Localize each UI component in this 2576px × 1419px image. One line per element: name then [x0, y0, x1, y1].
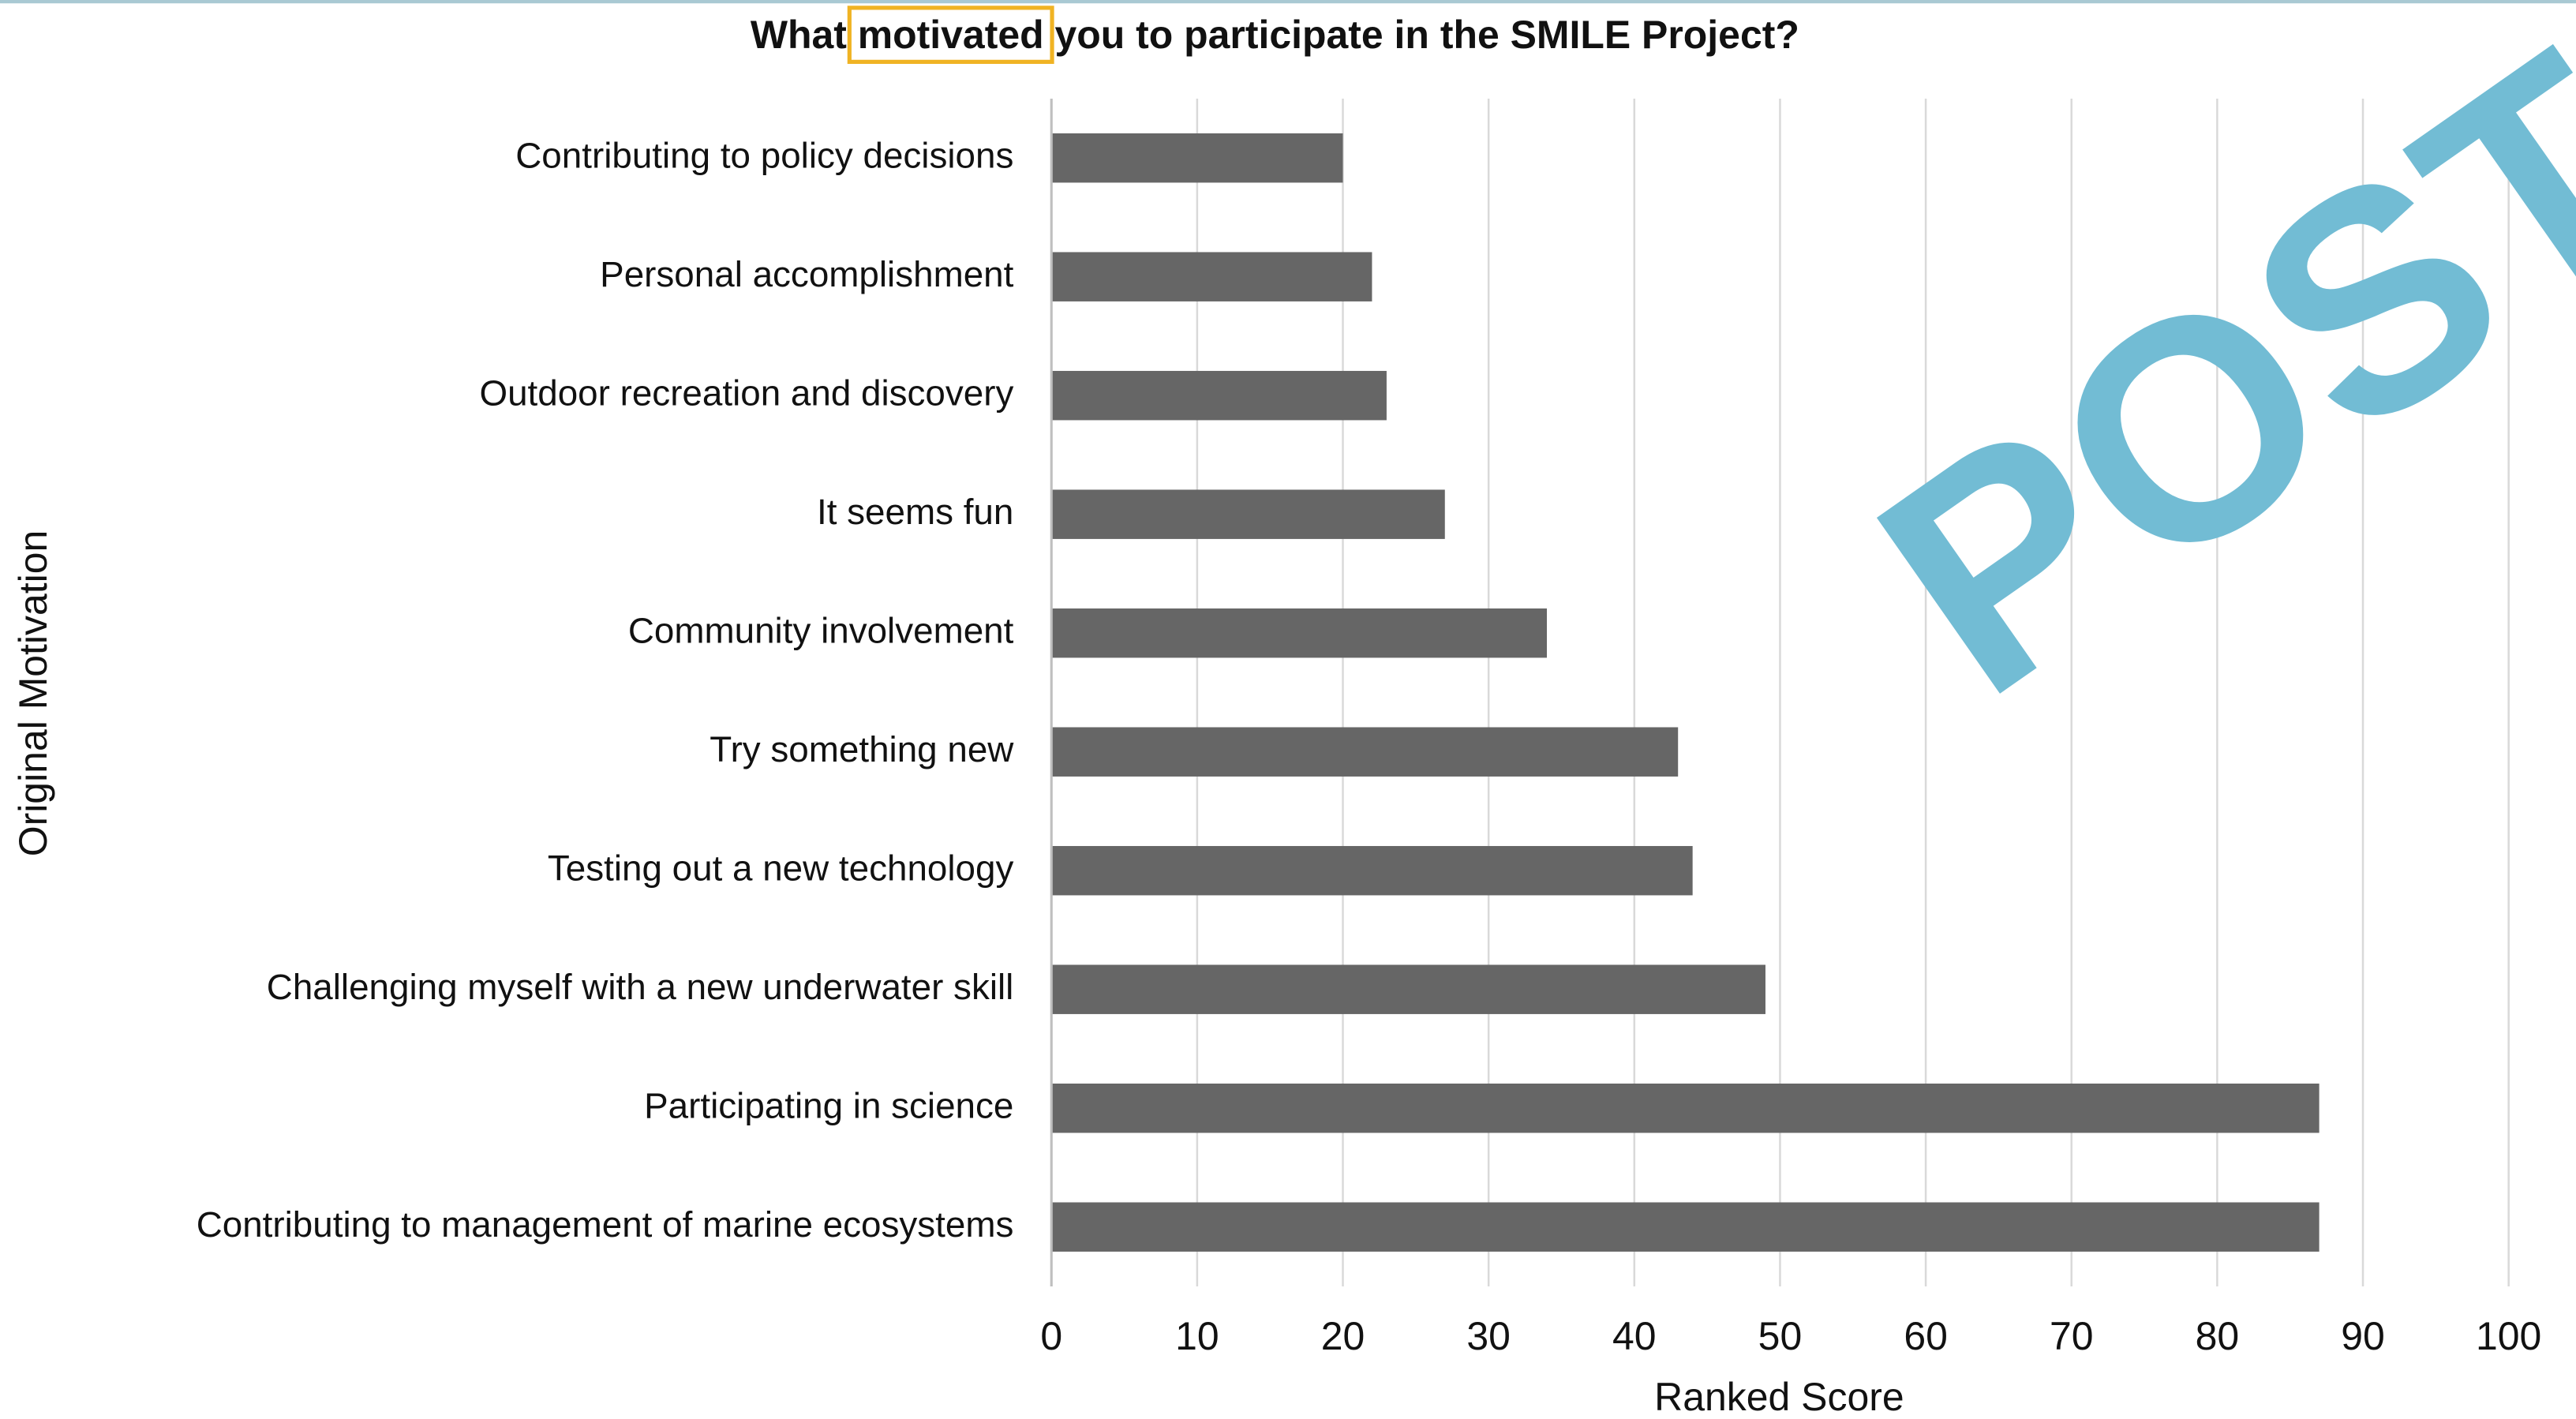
- bar: [1051, 1083, 2320, 1133]
- y-tick-label: Challenging myself with a new underwater…: [267, 967, 1014, 1007]
- x-tick-label: 20: [1321, 1314, 1365, 1358]
- y-axis-label: Original Motivation: [11, 530, 55, 857]
- title-highlight: motivated: [858, 13, 1044, 57]
- x-tick-label: 70: [2050, 1314, 2094, 1358]
- bar: [1051, 252, 1372, 301]
- x-tick-label: 40: [1612, 1314, 1657, 1358]
- title-part: you to participate in the SMILE Project?: [1054, 13, 1799, 57]
- bar: [1051, 964, 1765, 1014]
- chart-title: What motivated you to participate in the…: [751, 13, 1799, 57]
- y-tick-label: Contributing to management of marine eco…: [197, 1204, 1014, 1245]
- bar: [1051, 608, 1548, 658]
- bar: [1051, 1202, 2320, 1252]
- x-tick-label: 50: [1758, 1314, 1803, 1358]
- y-tick-label: Try something new: [710, 729, 1014, 769]
- bar: [1051, 727, 1679, 777]
- y-tick-label: Contributing to policy decisions: [515, 135, 1013, 175]
- bar: [1051, 489, 1445, 539]
- y-tick-label: Outdoor recreation and discovery: [479, 373, 1013, 413]
- title-highlight-box: [847, 6, 1054, 64]
- bar: [1051, 845, 1693, 896]
- x-tick-label: 90: [2341, 1314, 2385, 1358]
- x-tick-label: 100: [2476, 1314, 2541, 1358]
- x-tick-label: 60: [1904, 1314, 1948, 1358]
- y-tick-label: Testing out a new technology: [548, 848, 1014, 888]
- watermark: POST: [1821, 0, 2576, 760]
- x-tick-label: 30: [1466, 1314, 1511, 1358]
- x-tick-label: 10: [1175, 1314, 1219, 1358]
- y-tick-label: Participating in science: [644, 1085, 1013, 1125]
- x-tick-label: 0: [1040, 1314, 1062, 1358]
- x-axis-label: Ranked Score: [1654, 1375, 1904, 1419]
- bar: [1051, 370, 1387, 421]
- y-tick-label: It seems fun: [817, 492, 1013, 532]
- y-tick-label: Community involvement: [628, 610, 1014, 650]
- y-tick-label: Personal accomplishment: [600, 254, 1013, 294]
- bar: [1051, 133, 1343, 183]
- title-part: What: [751, 13, 847, 57]
- x-tick-label: 80: [2196, 1314, 2240, 1358]
